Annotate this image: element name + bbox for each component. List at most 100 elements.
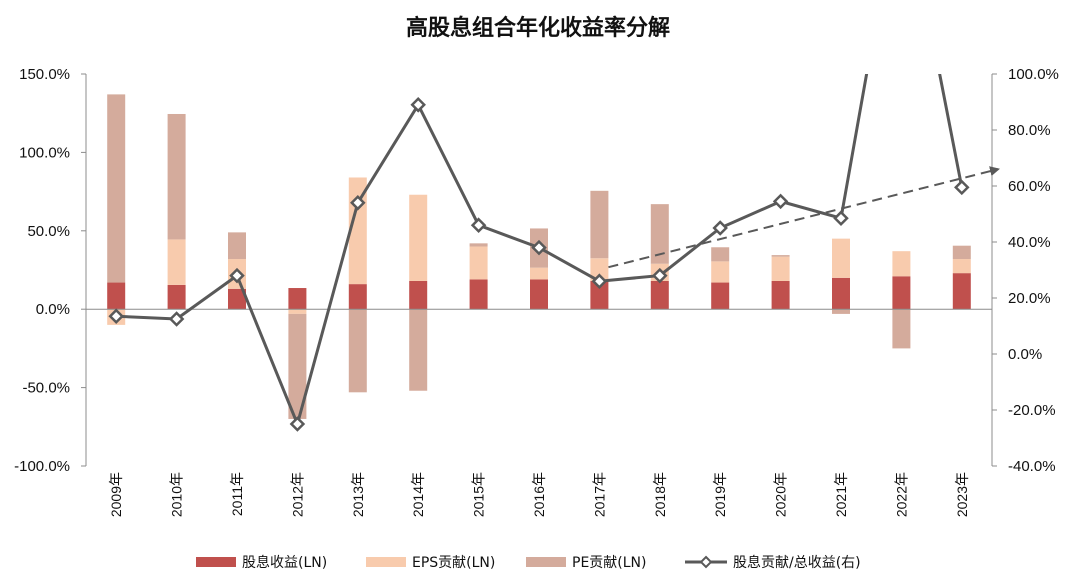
legend-marker: [699, 555, 713, 569]
x-tick-label-2017年: 2017年: [591, 472, 607, 517]
line-point-2012年: [289, 416, 306, 432]
trend-arrow: [608, 166, 1000, 269]
bar-dividend-2014年: [409, 280, 428, 310]
x-tick-label-2015年: 2015年: [471, 472, 487, 517]
line-point-2021年: [833, 210, 849, 226]
chart-title: 高股息组合年化收益率分解: [406, 15, 670, 41]
line-point-2016年: [531, 239, 547, 256]
line-dividend-share: [116, 74, 964, 429]
right-tick-label: -20.0%: [1008, 402, 1056, 419]
bar-eps-2021年: [832, 238, 850, 278]
line-point-2018年: [652, 267, 668, 284]
bar-dividend-2019年: [711, 282, 730, 310]
bar-dividend-2018年: [650, 280, 669, 310]
bar-pe-2011年: [228, 232, 246, 260]
line-point-2020年: [772, 193, 789, 210]
legend-label: PE贡献(LN): [572, 555, 646, 571]
bar-pe-2015年: [469, 243, 488, 247]
bar-pe-2019年: [711, 247, 730, 262]
bar-pe-2014年: [409, 309, 428, 391]
x-tick-label-2022年: 2022年: [893, 472, 909, 517]
left-tick-label: 150.0%: [19, 66, 70, 83]
bar-eps-2019年: [711, 261, 730, 283]
bar-pe-2009年: [107, 94, 126, 283]
x-tick-label-2019年: 2019年: [712, 472, 728, 517]
bar-dividend-2012年: [288, 288, 307, 310]
right-tick-label: 100.0%: [1008, 66, 1059, 83]
bar-eps-2020年: [771, 256, 790, 281]
chart-legend: 股息收益(LN) EPS贡献(LN) PE贡献(LN) 股息贡献/总收益(右): [196, 554, 861, 571]
x-tick-label-2016年: 2016年: [531, 472, 547, 517]
left-tick-label: -50.0%: [22, 380, 70, 397]
bar-pe-2022年: [892, 309, 911, 349]
x-tick-label-2021年: 2021年: [833, 472, 849, 517]
legend-item-2: PE贡献(LN): [526, 555, 646, 571]
legend-swatch: [366, 557, 406, 567]
bar-dividend-2021年: [832, 277, 850, 310]
plot-area: 150.0% 100.0% 50.0% 0.0% -50.0% -100.0% 100.0%…: [14, 66, 1059, 517]
line-point-2019年: [712, 220, 728, 236]
legend-item-0: 股息收益(LN): [196, 554, 327, 571]
bar-pe-2013年: [348, 309, 367, 393]
right-tick-label: 0.0%: [1008, 346, 1042, 363]
line-point-2014年: [410, 97, 426, 113]
right-tick-label: 20.0%: [1008, 290, 1051, 307]
x-tick-label-2009年: 2009年: [108, 472, 124, 517]
legend-label: EPS贡献(LN): [412, 555, 495, 571]
x-tick-label-2013年: 2013年: [350, 472, 366, 517]
bar-pe-2012年: [288, 313, 307, 419]
bar-dividend-2010年: [167, 284, 186, 310]
right-tick-label: 80.0%: [1008, 122, 1051, 139]
line-point-2015年: [470, 217, 487, 233]
legend-label: 股息收益(LN): [242, 554, 327, 571]
bar-pe-2023年: [952, 245, 971, 260]
bar-eps-2014年: [409, 194, 428, 281]
bar-dividend-2017年: [590, 280, 609, 310]
bar-pe-2018年: [650, 204, 669, 264]
bar-pe-2017年: [590, 190, 609, 259]
bar-dividend-2013年: [348, 284, 367, 310]
bar-pe-2020年: [771, 255, 790, 257]
line-point-2009年: [108, 308, 124, 324]
line-point-2011年: [229, 267, 245, 284]
line-point-2017年: [591, 273, 608, 289]
left-tick-label: 0.0%: [36, 301, 70, 318]
right-tick-label: -40.0%: [1008, 458, 1056, 475]
legend-item-1: EPS贡献(LN): [366, 555, 495, 571]
bar-dividend-2020年: [771, 280, 790, 310]
x-tick-label-2011年: 2011年: [229, 472, 245, 516]
bar-eps-2012年: [288, 309, 307, 314]
left-tick-label: -100.0%: [14, 458, 70, 475]
x-tick-label-2010年: 2010年: [169, 472, 185, 517]
bar-dividend-2022年: [892, 276, 911, 310]
line-point-2023年: [954, 179, 970, 196]
x-tick-label-2014年: 2014年: [410, 472, 426, 517]
bar-eps-2023年: [952, 259, 971, 274]
bar-eps-2016年: [530, 267, 548, 280]
bar-eps-2022年: [892, 251, 911, 277]
bar-dividend-2023年: [952, 273, 971, 310]
legend-swatch: [526, 557, 566, 567]
bar-pe-2021年: [832, 309, 850, 314]
x-tick-label-2018年: 2018年: [652, 472, 668, 517]
bar-pe-2010年: [167, 113, 186, 240]
bar-dividend-2011年: [228, 288, 246, 310]
bar-dividend-2015年: [469, 279, 488, 310]
bar-eps-2017年: [590, 258, 609, 281]
left-tick-label: 100.0%: [19, 144, 70, 161]
legend-label: 股息贡献/总收益(右): [733, 554, 861, 571]
bar-eps-2010年: [167, 239, 186, 285]
bar-dividend-2016年: [530, 279, 548, 310]
bar-eps-2015年: [469, 246, 488, 280]
right-tick-label: 60.0%: [1008, 178, 1051, 195]
x-tick-label-2012年: 2012年: [289, 472, 305, 517]
legend-swatch: [196, 557, 236, 567]
line-point-2010年: [168, 311, 185, 327]
legend-item-3: 股息贡献/总收益(右): [685, 554, 861, 571]
x-tick-label-2020年: 2020年: [773, 472, 789, 517]
left-tick-label: 50.0%: [27, 223, 70, 240]
line-point-2013年: [350, 195, 366, 211]
bar-dividend-2009年: [107, 282, 126, 310]
